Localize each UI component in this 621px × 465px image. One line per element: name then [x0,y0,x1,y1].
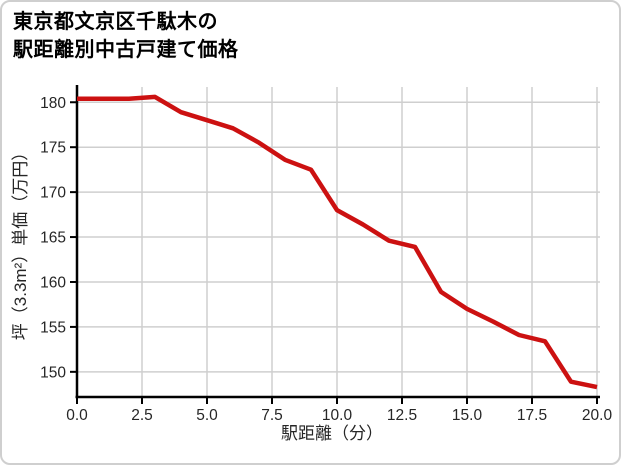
x-tick-label: 20.0 [582,407,613,424]
y-tick-label: 170 [40,185,66,202]
y-tick-label: 155 [40,319,66,336]
price-series-line [77,94,598,390]
chart-title: 東京都文京区千駄木の 駅距離別中古戸建て価格 [13,9,239,64]
x-tick-label: 7.5 [261,407,283,424]
y-tick-label: 180 [40,95,66,112]
x-tick-label: 10.0 [322,407,353,424]
y-axis-label: 坪（3.3m²）単価（万円） [11,144,30,340]
y-tick-label: 160 [40,274,66,291]
x-tick-label: 12.5 [387,407,417,424]
y-tick-label: 150 [40,364,66,381]
x-axis-label: 駅距離（分） [281,424,383,443]
x-tick-label: 17.5 [517,407,547,424]
x-tick-label: 0.0 [66,407,88,424]
x-tick-label: 5.0 [196,407,218,424]
y-tick-label: 165 [40,230,66,247]
chart-title-line1: 東京都文京区千駄木の [13,11,218,33]
chart-title-line2: 駅距離別中古戸建て価格 [13,38,239,61]
x-tick-label: 15.0 [452,407,483,424]
y-tick-label: 175 [40,140,66,157]
x-tick-label: 2.5 [131,407,153,424]
